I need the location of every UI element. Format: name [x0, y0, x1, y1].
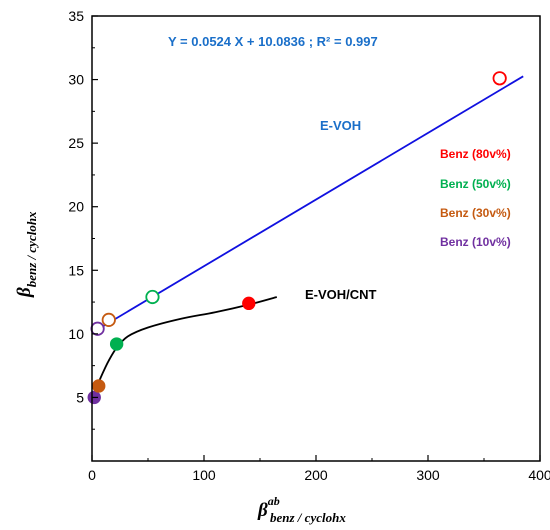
- x-tick-label: 0: [88, 467, 96, 483]
- y-tick-label: 20: [68, 199, 84, 215]
- series-label-e-voh-cnt: E-VOH/CNT: [305, 287, 377, 302]
- y-tick-label: 5: [76, 389, 84, 405]
- y-tick-label: 35: [68, 8, 84, 24]
- x-tick-label: 200: [304, 467, 328, 483]
- y-tick-label: 10: [68, 326, 84, 342]
- legend-entry: Benz (30v%): [440, 206, 511, 220]
- x-tick-label: 300: [416, 467, 440, 483]
- legend-entry: Benz (50v%): [440, 177, 511, 191]
- data-point-e-voh: [101, 312, 116, 327]
- y-tick-label: 25: [68, 135, 84, 151]
- y-axis-label: βbenz / cyclohx: [14, 211, 39, 298]
- data-point-e-voh-cnt: [109, 337, 124, 351]
- x-tick-label: 400: [528, 467, 550, 483]
- plot-layer: [87, 71, 524, 405]
- series-label-e-voh: E-VOH: [320, 118, 361, 133]
- text-layer: Y = 0.0524 X + 10.0836 ; R² = 0.997 E-VOH…: [14, 34, 511, 525]
- data-point-e-voh: [145, 289, 160, 305]
- data-point-e-voh-cnt: [92, 379, 106, 393]
- series-line-e-voh: [97, 75, 524, 331]
- data-point-e-voh-cnt: [242, 296, 256, 311]
- legend-entry: Benz (80v%): [440, 147, 511, 161]
- y-tick-label: 30: [68, 72, 84, 88]
- x-tick-label: 100: [192, 467, 216, 483]
- x-axis-label: βab benz / cyclohx: [257, 494, 346, 525]
- data-point-e-voh: [90, 321, 105, 336]
- axes-layer: 0 100 200 300 400 5 10 15 20 25 30 35: [68, 8, 550, 483]
- legend-entry: Benz (10v%): [440, 235, 511, 249]
- y-tick-label: 15: [68, 262, 84, 278]
- data-point-e-voh: [492, 71, 507, 86]
- fit-equation: Y = 0.0524 X + 10.0836 ; R² = 0.997: [168, 34, 378, 49]
